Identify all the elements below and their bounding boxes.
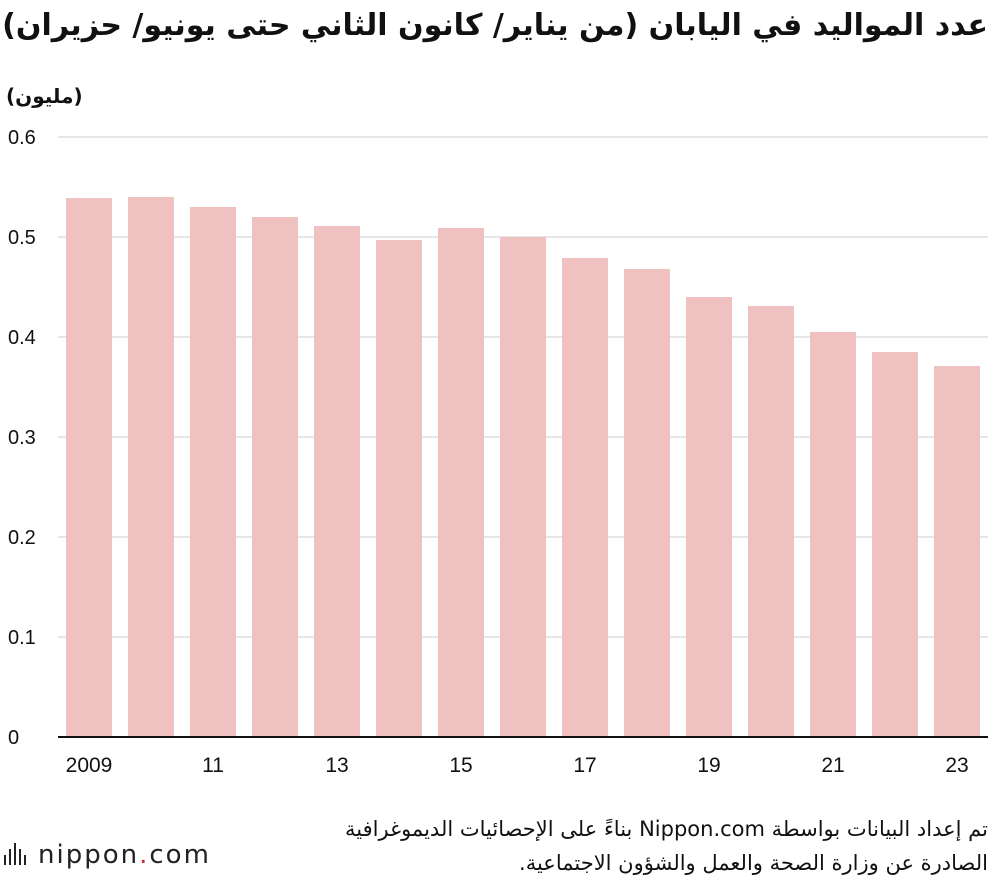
bar — [562, 258, 608, 737]
bar — [190, 207, 236, 737]
x-tick-label: 2009 — [66, 754, 113, 777]
x-tick-label: 17 — [573, 754, 596, 777]
bar — [872, 352, 918, 737]
source-line-2: الصادرة عن وزارة الصحة والعمل والشؤون ال… — [519, 851, 988, 875]
logo-name: nippon — [38, 840, 140, 870]
y-tick-label: 0.5 — [8, 227, 36, 249]
bar — [314, 226, 360, 737]
bar — [438, 228, 484, 737]
x-tick-label: 15 — [449, 754, 472, 777]
y-tick-label: 0.6 — [8, 127, 36, 149]
bar — [748, 306, 794, 737]
bar — [500, 237, 546, 737]
bar — [376, 240, 422, 737]
logo-dot: . — [139, 840, 150, 870]
x-tick-label: 19 — [697, 754, 720, 777]
bar — [686, 297, 732, 737]
x-tick-label: 23 — [945, 754, 968, 777]
y-tick-label: 0.2 — [8, 527, 36, 549]
y-tick-label: 0.1 — [8, 627, 36, 649]
y-tick-label: 0.4 — [8, 327, 36, 349]
y-tick-label: 0 — [8, 727, 19, 749]
source-line-1: تم إعداد البيانات بواسطة Nippon.com بناء… — [345, 817, 988, 841]
bar — [934, 366, 980, 737]
y-axis-unit-label: (مليون) — [6, 84, 83, 108]
logo-suffix: com — [149, 840, 211, 870]
y-tick-label: 0.3 — [8, 427, 36, 449]
x-tick-label: 11 — [202, 754, 224, 777]
bar-chart: 0 0.1 0.2 0.3 0.4 0.5 0.6 2009 11 13 15 17 19 21 23 — [8, 127, 988, 777]
bar — [66, 198, 112, 737]
bar — [252, 217, 298, 737]
bar — [128, 197, 174, 737]
source-note: تم إعداد البيانات بواسطة Nippon.com بناء… — [228, 812, 988, 880]
x-tick-label: 21 — [821, 754, 844, 777]
nippon-logo-icon — [4, 843, 28, 867]
logo-wordmark: nippon.com — [38, 840, 211, 870]
chart-title: عدد المواليد في اليابان (من يناير/ كانون… — [2, 8, 988, 43]
bar — [624, 269, 670, 737]
nippon-logo: nippon.com — [4, 838, 211, 872]
x-tick-label: 13 — [325, 754, 348, 777]
bar — [810, 332, 856, 737]
